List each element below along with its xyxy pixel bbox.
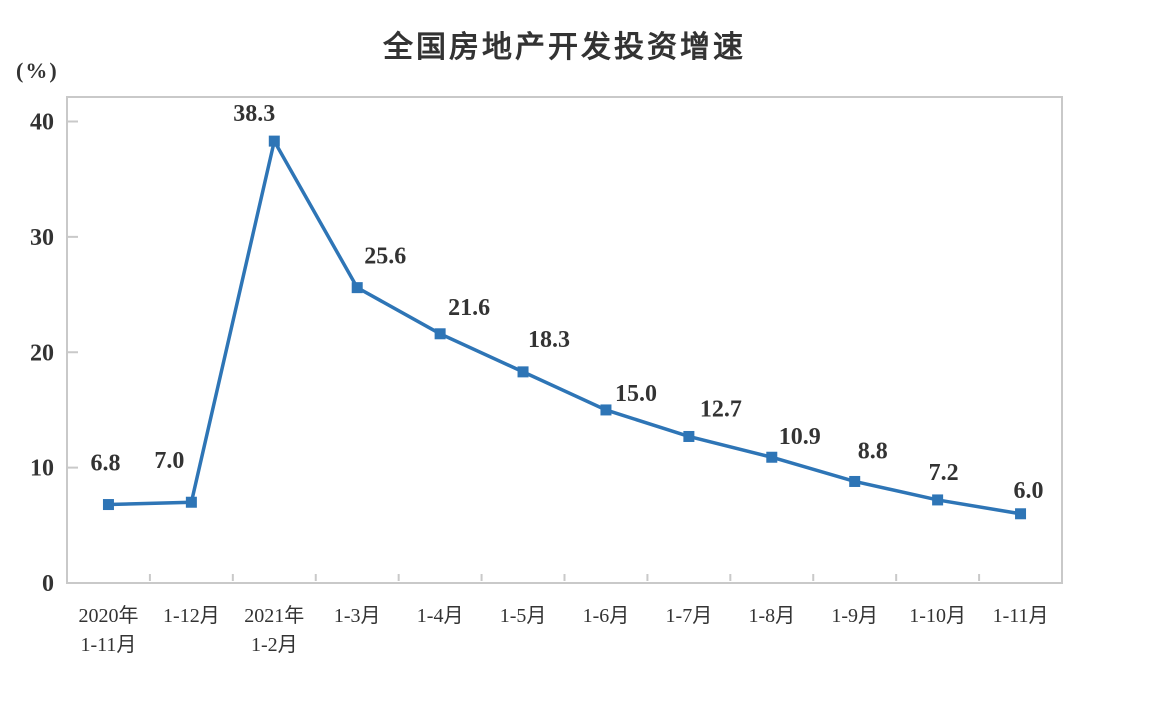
- x-axis-label: 1-11月: [993, 605, 1049, 627]
- y-axis-tick-label: 10: [30, 456, 54, 482]
- data-point-label: 21.6: [448, 295, 490, 321]
- data-point-label: 8.8: [858, 438, 888, 464]
- x-axis-label: 1-10月: [909, 605, 966, 627]
- y-axis-tick-label: 40: [30, 110, 54, 136]
- data-point-label: 38.3: [233, 101, 275, 127]
- data-point-marker: [434, 328, 446, 340]
- data-point-marker: [1015, 508, 1027, 520]
- data-point-marker: [932, 494, 944, 506]
- data-point-label: 7.2: [929, 460, 959, 486]
- series-line: [108, 136, 1021, 516]
- data-point-marker: [766, 451, 778, 463]
- data-point-marker: [683, 430, 695, 442]
- y-axis-unit-label: (%): [16, 58, 59, 83]
- data-point-marker: [849, 475, 861, 487]
- data-point-marker: [517, 366, 529, 378]
- x-axis-label: 1-9月: [831, 605, 878, 627]
- data-point-marker: [102, 499, 114, 511]
- data-point-label: 10.9: [779, 424, 821, 450]
- data-point-label: 6.8: [90, 451, 120, 477]
- x-axis-label: 1-5月: [500, 605, 547, 627]
- x-axis-label: 1-7月: [666, 605, 713, 627]
- data-point-marker: [600, 404, 612, 416]
- x-axis-label: 1-6月: [583, 605, 630, 627]
- y-axis-tick-label: 30: [30, 225, 54, 251]
- data-point-label: 12.7: [700, 396, 742, 422]
- x-axis-label: 1-4月: [417, 605, 464, 627]
- data-point-label: 18.3: [528, 327, 570, 353]
- data-point-marker: [185, 496, 197, 508]
- data-point-label: 6.0: [1014, 478, 1044, 504]
- data-point-marker: [268, 135, 280, 147]
- data-point-label: 15.0: [615, 381, 657, 407]
- x-axis-label: 1-3月: [334, 605, 381, 627]
- x-axis-label: 1-8月: [748, 605, 795, 627]
- data-point-marker: [351, 282, 363, 294]
- x-axis-label: 2020年 1-11月: [78, 604, 138, 656]
- x-axis-label: 2021年 1-2月: [244, 604, 304, 656]
- chart-title: 全国房地产开发投资增速: [383, 31, 746, 64]
- data-point-label: 7.0: [154, 448, 184, 474]
- data-point-label: 25.6: [364, 244, 406, 270]
- plot-frame: [66, 96, 1063, 584]
- y-axis-tick-label: 20: [30, 340, 54, 366]
- x-axis-label: 1-12月: [163, 605, 220, 627]
- y-axis-tick-label: 0: [42, 571, 54, 597]
